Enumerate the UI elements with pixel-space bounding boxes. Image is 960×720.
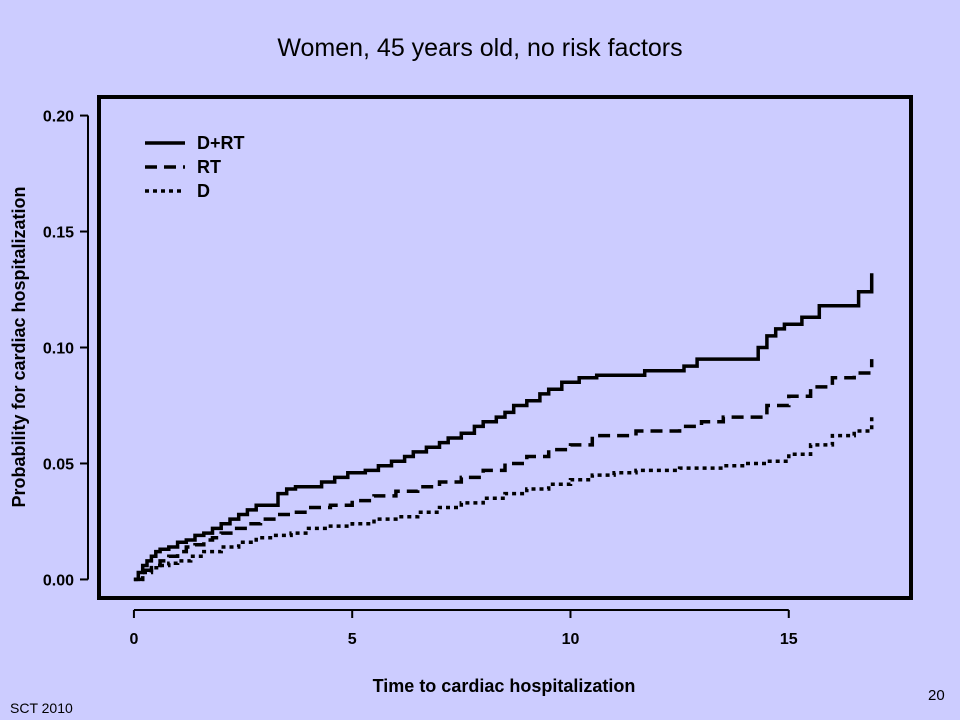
- x-tick-label: 5: [348, 631, 357, 648]
- legend-label: RT: [197, 157, 221, 177]
- series-layer: [133, 273, 874, 582]
- plot-frame: [97, 95, 913, 600]
- series-line-rt: [133, 359, 874, 582]
- x-tick-label: 15: [780, 631, 798, 648]
- x-tick-label: 10: [562, 631, 580, 648]
- y-tick-label: 0.20: [43, 109, 74, 126]
- y-tick-label: 0.10: [43, 341, 74, 358]
- y-tick-label: 0.05: [43, 456, 74, 473]
- legend-label: D+RT: [197, 133, 245, 153]
- y-tick-label: 0.15: [43, 225, 74, 242]
- x-tick-label: 0: [129, 631, 138, 648]
- series-line-d-rt: [133, 273, 874, 582]
- x-axis: 0 5 10 15: [129, 609, 798, 648]
- series-line-d: [133, 417, 874, 582]
- y-axis: 0.00 0.05 0.10 0.15 0.20: [43, 109, 89, 589]
- legend: D+RT RT D: [145, 133, 245, 201]
- y-tick-label: 0.00: [43, 572, 74, 589]
- x-axis-title: Time to cardiac hospitalization: [373, 676, 636, 696]
- page-number: 20: [928, 687, 945, 704]
- slide-title: Women, 45 years old, no risk factors: [277, 34, 683, 62]
- footer-label: SCT 2010: [10, 700, 73, 716]
- legend-label: D: [197, 181, 210, 201]
- y-axis-title: Probability for cardiac hospitalization: [9, 186, 29, 507]
